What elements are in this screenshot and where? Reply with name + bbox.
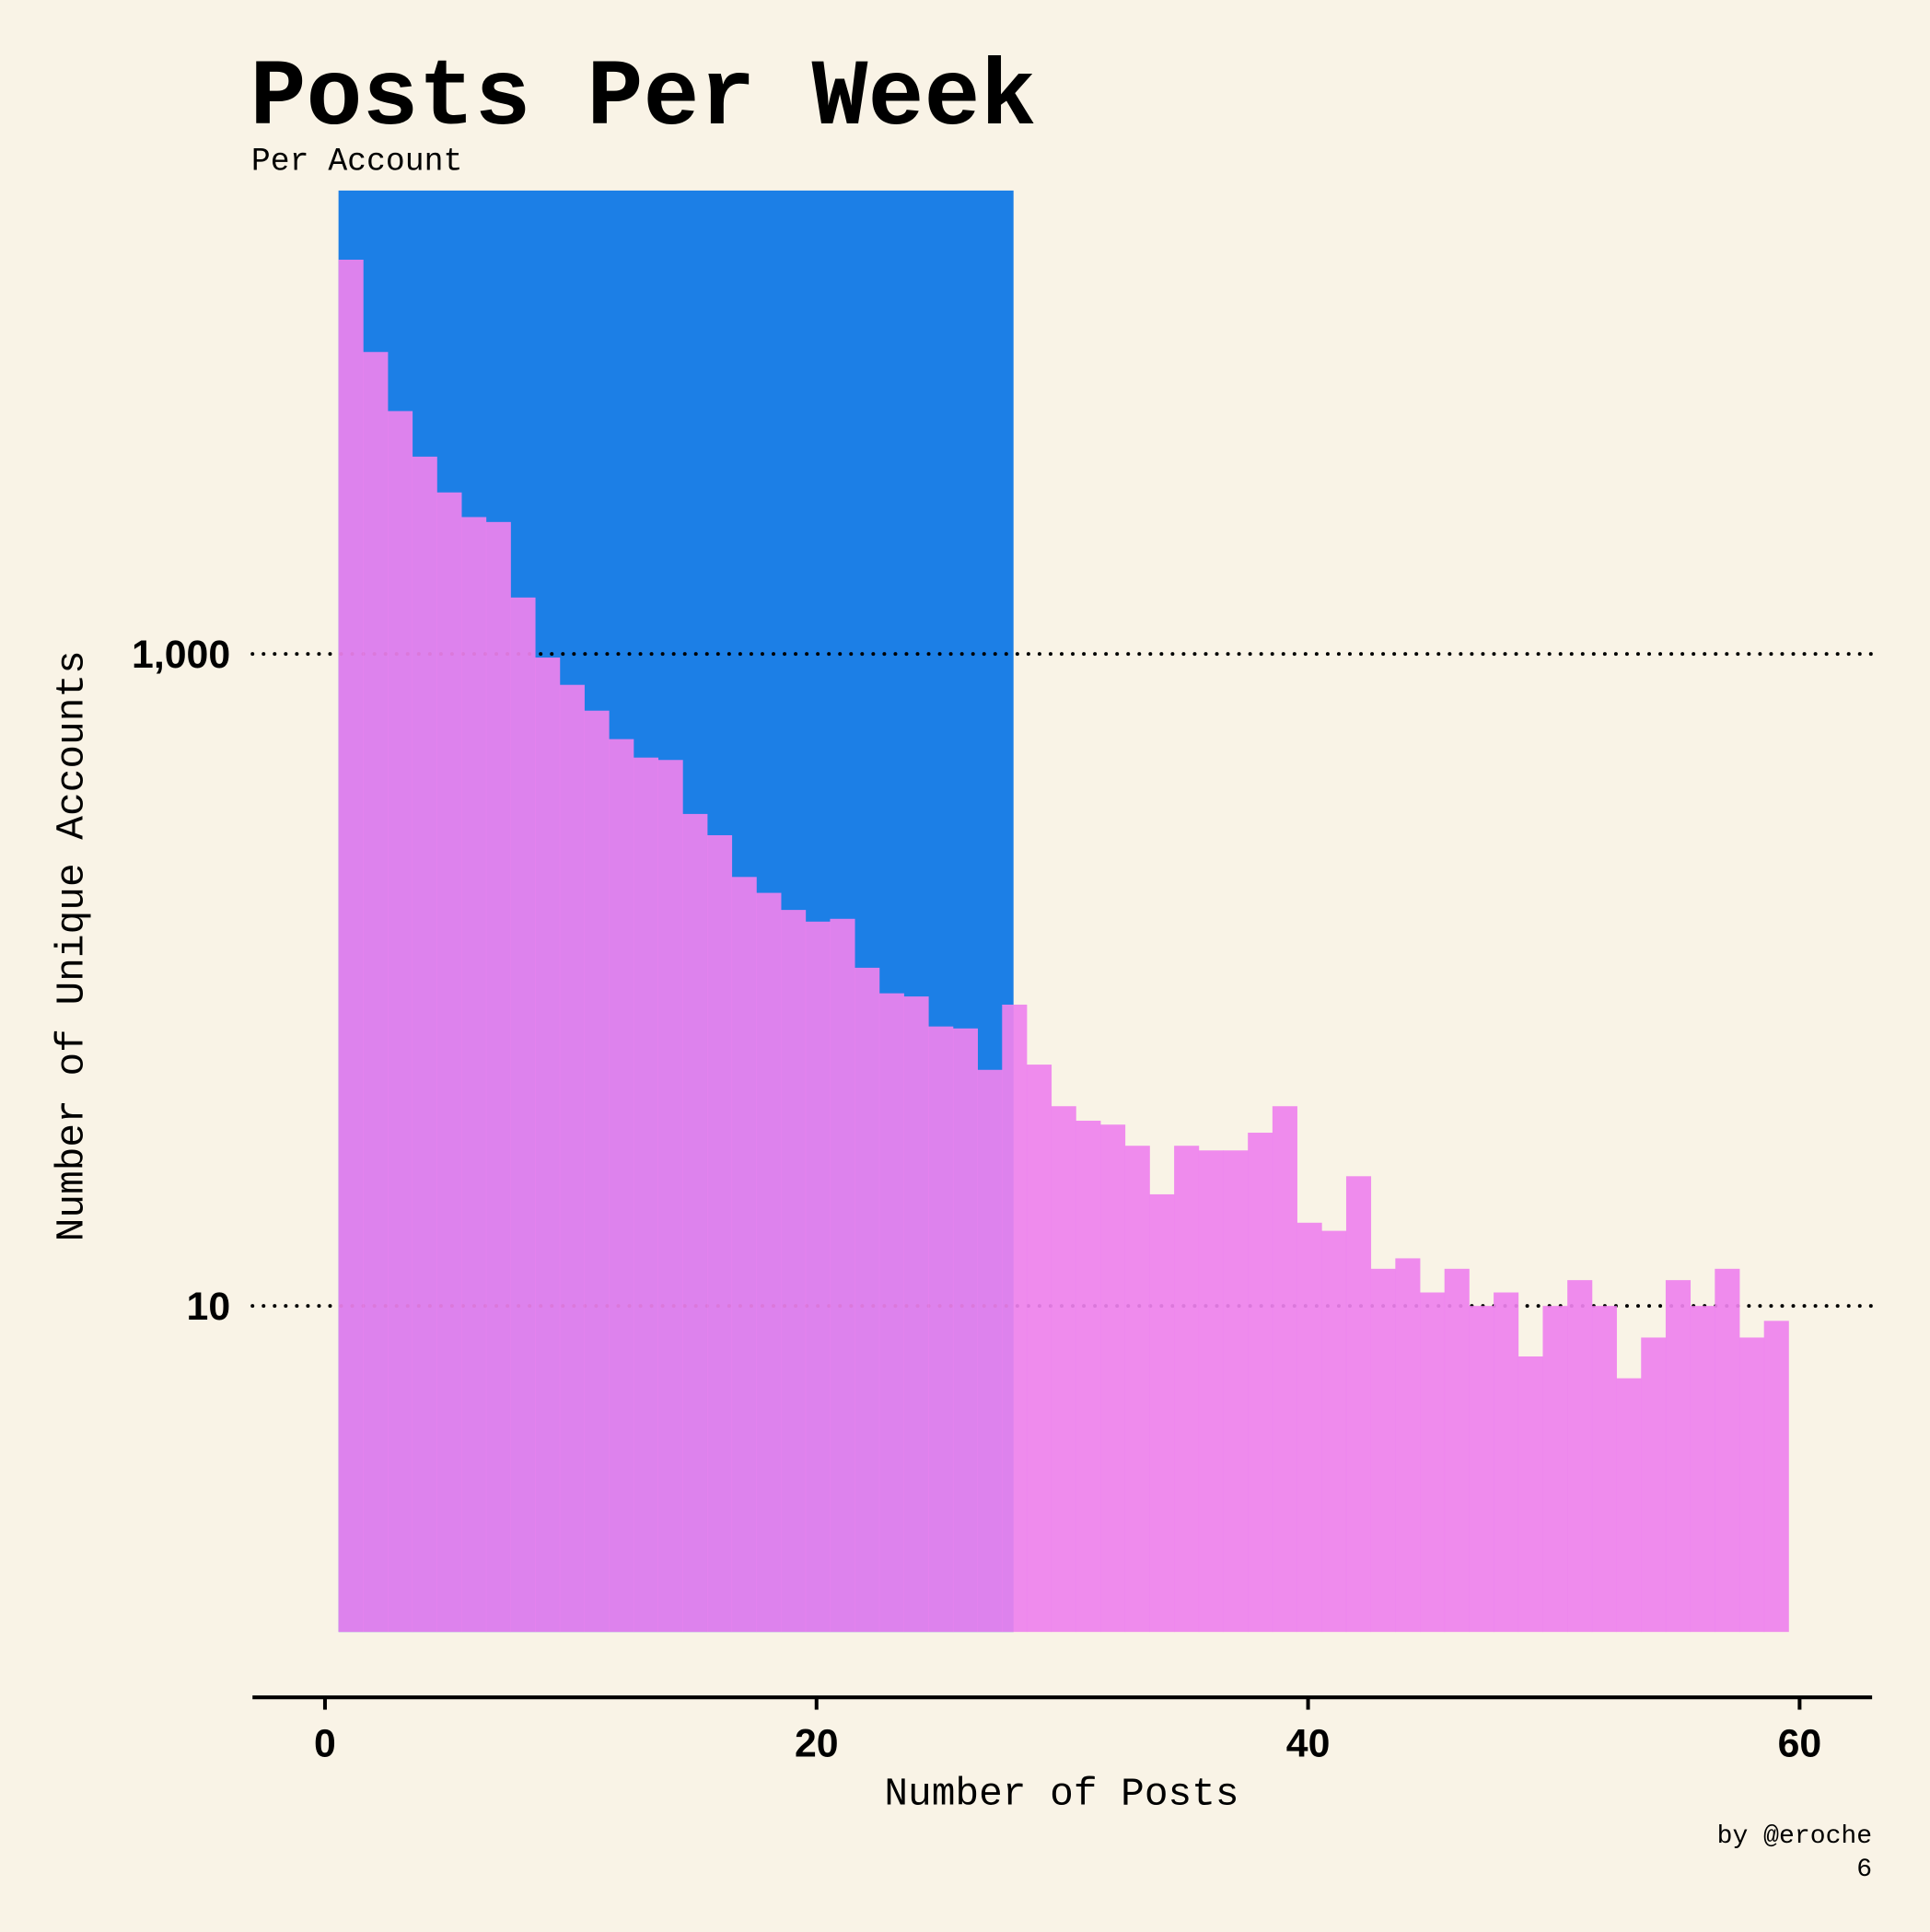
histogram-bar bbox=[1272, 1106, 1297, 1633]
histogram-bar bbox=[1345, 1176, 1372, 1633]
histogram-bar bbox=[706, 834, 733, 1633]
histogram-bar bbox=[1124, 1146, 1150, 1633]
histogram-bar bbox=[1075, 1121, 1101, 1633]
histogram-bar bbox=[388, 411, 413, 1633]
histogram-bar bbox=[363, 352, 389, 1633]
histogram-bar bbox=[1420, 1292, 1446, 1633]
histogram-bar bbox=[338, 259, 364, 1633]
histogram-bar bbox=[1739, 1337, 1765, 1633]
histogram-bar bbox=[1149, 1193, 1175, 1633]
histogram-bar bbox=[535, 658, 561, 1633]
histogram-bar bbox=[731, 877, 757, 1633]
histogram-bar bbox=[1665, 1280, 1692, 1633]
x-tick-label: 60 bbox=[1778, 1721, 1822, 1765]
y-tick-label: 1,000 bbox=[132, 633, 230, 677]
histogram-bar bbox=[609, 739, 634, 1633]
histogram-bar bbox=[1616, 1378, 1642, 1633]
histogram-bar bbox=[1715, 1268, 1740, 1633]
y-tick-label: 10 bbox=[187, 1285, 231, 1329]
histogram-bar bbox=[485, 521, 511, 1633]
histogram-bar bbox=[1517, 1356, 1543, 1633]
histogram-bar bbox=[1370, 1268, 1396, 1633]
chart-subtitle: Per Account bbox=[251, 145, 463, 180]
histogram-bar bbox=[657, 760, 683, 1633]
histogram-bar bbox=[830, 918, 855, 1633]
histogram-bar bbox=[1763, 1321, 1789, 1633]
histogram-bar bbox=[1296, 1222, 1322, 1633]
histogram-bar bbox=[1444, 1268, 1470, 1633]
histogram-bar bbox=[1542, 1306, 1568, 1633]
histogram-bar bbox=[412, 456, 437, 1633]
histogram-bar bbox=[903, 996, 929, 1633]
histogram-bar bbox=[1641, 1337, 1667, 1633]
chart-title: Posts Per Week bbox=[250, 45, 1037, 152]
histogram-bar bbox=[952, 1028, 978, 1633]
histogram-bar bbox=[756, 892, 782, 1633]
histogram-bar bbox=[1100, 1124, 1126, 1633]
histogram-bar bbox=[1321, 1230, 1347, 1633]
histogram-bar bbox=[633, 757, 659, 1633]
x-tick-label: 0 bbox=[314, 1721, 336, 1765]
histogram-bar bbox=[1174, 1146, 1200, 1633]
histogram-bar bbox=[1494, 1292, 1519, 1633]
histogram-bar bbox=[977, 1069, 1003, 1633]
credit: by @eroche bbox=[1717, 1822, 1873, 1851]
histogram-bar bbox=[878, 993, 904, 1633]
histogram-bar bbox=[1395, 1258, 1421, 1633]
histogram-bar bbox=[436, 492, 462, 1633]
histogram-bar bbox=[1469, 1306, 1494, 1633]
x-tick-label: 20 bbox=[795, 1721, 839, 1765]
histogram-bar bbox=[1198, 1150, 1224, 1633]
histogram-bar bbox=[1591, 1306, 1617, 1633]
histogram-bar bbox=[1002, 1004, 1028, 1633]
histogram-bar bbox=[682, 813, 708, 1633]
x-axis-label: Number of Posts bbox=[884, 1772, 1238, 1817]
histogram-bar bbox=[805, 921, 831, 1633]
histogram-bar bbox=[1248, 1133, 1273, 1633]
histogram-bar bbox=[1026, 1065, 1052, 1633]
histogram-bar bbox=[928, 1026, 954, 1633]
plot-area: 10 1,000 0 20 40 60 bbox=[132, 190, 1875, 1765]
histogram-bar bbox=[461, 517, 487, 1633]
histogram-bar bbox=[1051, 1106, 1076, 1633]
histogram-bar bbox=[855, 967, 880, 1633]
x-tick-label: 40 bbox=[1286, 1721, 1331, 1765]
y-axis-label: Number of Unique Accounts bbox=[50, 650, 95, 1241]
histogram-bar bbox=[781, 910, 807, 1633]
histogram-bar bbox=[559, 684, 585, 1633]
histogram-bar bbox=[510, 597, 536, 1633]
histogram-bar bbox=[1223, 1150, 1249, 1633]
histogram-bar bbox=[584, 710, 610, 1633]
histogram-bar bbox=[1567, 1280, 1593, 1633]
page-number: 6 bbox=[1856, 1856, 1872, 1884]
histogram-bar bbox=[1690, 1306, 1715, 1633]
